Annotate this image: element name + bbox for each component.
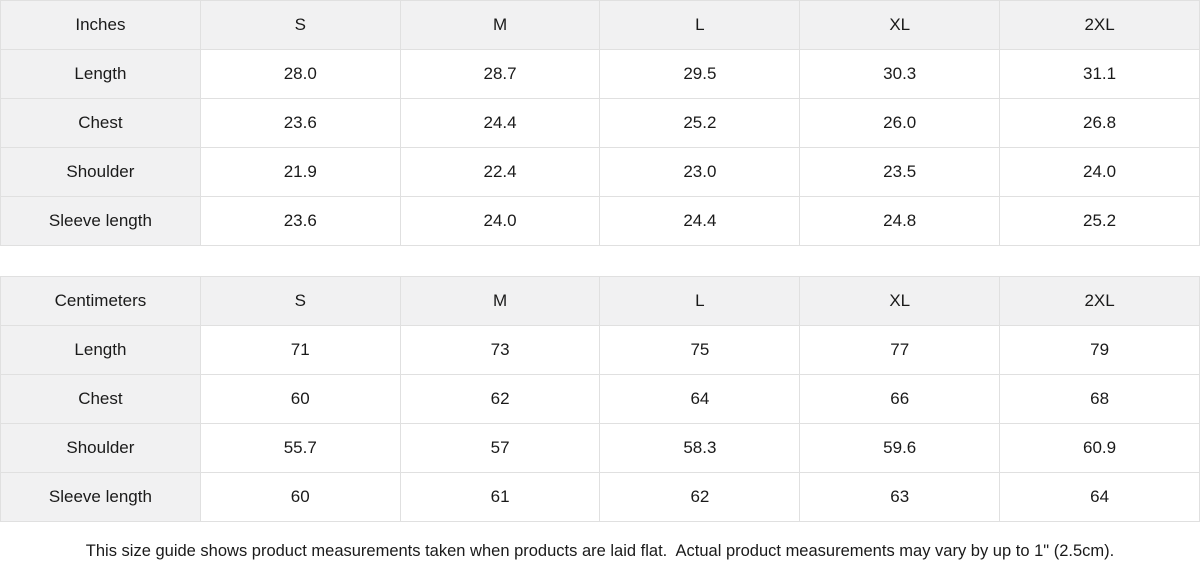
measurement-value-cell: 75 <box>599 325 801 375</box>
measurement-value-cell: 60 <box>199 472 401 522</box>
measurement-value-cell: 24.0 <box>399 196 601 246</box>
measurement-value-cell: 23.6 <box>199 196 401 246</box>
size-table-centimeters: Centimeters S M L XL 2XL Length 71 73 75 77 79 Chest… <box>0 276 1200 522</box>
measurement-value-cell: 66 <box>799 374 1001 424</box>
measurement-row-label: Length <box>0 325 201 375</box>
measurement-value-cell: 29.5 <box>599 49 801 99</box>
size-column-header: M <box>399 0 601 50</box>
unit-header-cell-inches: Inches <box>0 0 201 50</box>
measurement-row-label: Shoulder <box>0 147 201 197</box>
measurement-value-cell: 71 <box>199 325 401 375</box>
size-column-header: M <box>399 276 601 326</box>
measurement-value-cell: 64 <box>599 374 801 424</box>
measurement-row: Chest 23.6 24.4 25.2 26.0 26.8 <box>0 98 1200 148</box>
size-column-header: L <box>599 0 801 50</box>
measurement-value-cell: 25.2 <box>999 196 1200 246</box>
measurement-value-cell: 62 <box>599 472 801 522</box>
measurement-value-cell: 22.4 <box>399 147 601 197</box>
measurement-row-label: Chest <box>0 374 201 424</box>
measurement-row-label: Length <box>0 49 201 99</box>
size-column-header: 2XL <box>999 0 1200 50</box>
size-column-header: XL <box>799 276 1001 326</box>
measurement-value-cell: 59.6 <box>799 423 1001 473</box>
size-column-header: S <box>199 0 401 50</box>
unit-header-cell-centimeters: Centimeters <box>0 276 201 326</box>
size-column-header: XL <box>799 0 1001 50</box>
measurement-row: Shoulder 21.9 22.4 23.0 23.5 24.0 <box>0 147 1200 197</box>
size-table-header-row: Inches S M L XL 2XL <box>0 0 1200 50</box>
measurement-value-cell: 23.5 <box>799 147 1001 197</box>
measurement-value-cell: 24.0 <box>999 147 1200 197</box>
measurement-value-cell: 23.6 <box>199 98 401 148</box>
measurement-row: Length 28.0 28.7 29.5 30.3 31.1 <box>0 49 1200 99</box>
measurement-row: Sleeve length 23.6 24.0 24.4 24.8 25.2 <box>0 196 1200 246</box>
measurement-row: Length 71 73 75 77 79 <box>0 325 1200 375</box>
measurement-value-cell: 58.3 <box>599 423 801 473</box>
size-column-header: S <box>199 276 401 326</box>
measurement-row-label: Sleeve length <box>0 472 201 522</box>
measurement-value-cell: 61 <box>399 472 601 522</box>
measurement-value-cell: 23.0 <box>599 147 801 197</box>
measurement-value-cell: 30.3 <box>799 49 1001 99</box>
measurement-value-cell: 55.7 <box>199 423 401 473</box>
measurement-value-cell: 31.1 <box>999 49 1200 99</box>
measurement-value-cell: 28.0 <box>199 49 401 99</box>
measurement-value-cell: 64 <box>999 472 1200 522</box>
size-column-header: L <box>599 276 801 326</box>
size-table-inches: Inches S M L XL 2XL Length 28.0 28.7 29.5 30.3 31.1… <box>0 0 1200 246</box>
measurement-value-cell: 77 <box>799 325 1001 375</box>
measurement-row: Sleeve length 60 61 62 63 64 <box>0 472 1200 522</box>
measurement-value-cell: 28.7 <box>399 49 601 99</box>
measurement-row: Chest 60 62 64 66 68 <box>0 374 1200 424</box>
measurement-row-label: Chest <box>0 98 201 148</box>
measurement-value-cell: 26.8 <box>999 98 1200 148</box>
size-guide-disclaimer: This size guide shows product measuremen… <box>85 541 1115 560</box>
measurement-value-cell: 60.9 <box>999 423 1200 473</box>
measurement-row-label: Shoulder <box>0 423 201 473</box>
size-column-header: 2XL <box>999 276 1200 326</box>
measurement-row-label: Sleeve length <box>0 196 201 246</box>
size-table-header-row: Centimeters S M L XL 2XL <box>0 276 1200 326</box>
measurement-row: Shoulder 55.7 57 58.3 59.6 60.9 <box>0 423 1200 473</box>
measurement-value-cell: 73 <box>399 325 601 375</box>
measurement-value-cell: 60 <box>199 374 401 424</box>
measurement-value-cell: 24.4 <box>599 196 801 246</box>
measurement-value-cell: 21.9 <box>199 147 401 197</box>
measurement-value-cell: 25.2 <box>599 98 801 148</box>
measurement-value-cell: 24.4 <box>399 98 601 148</box>
measurement-value-cell: 68 <box>999 374 1200 424</box>
measurement-value-cell: 79 <box>999 325 1200 375</box>
measurement-value-cell: 57 <box>399 423 601 473</box>
measurement-value-cell: 62 <box>399 374 601 424</box>
measurement-value-cell: 63 <box>799 472 1001 522</box>
measurement-value-cell: 26.0 <box>799 98 1001 148</box>
measurement-value-cell: 24.8 <box>799 196 1001 246</box>
